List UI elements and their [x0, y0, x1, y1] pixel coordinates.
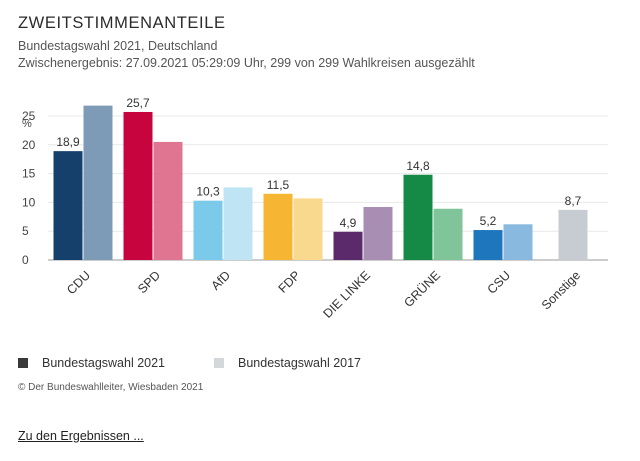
value-label-2021: 18,9: [56, 135, 80, 149]
value-label-2021: 5,2: [480, 214, 497, 228]
bar-2021-die-linke: [333, 231, 363, 260]
bar-2021-csu: [473, 230, 503, 260]
legend-label-2021: Bundestagswahl 2021: [42, 356, 166, 370]
results-link[interactable]: Zu den Ergebnissen ...: [18, 429, 144, 443]
bar-2017-die-linke: [363, 207, 393, 260]
legend-item-2021: Bundestagswahl 2021: [18, 356, 165, 370]
x-tick-label: CDU: [64, 268, 93, 297]
x-tick-label: SPD: [135, 268, 163, 296]
bar-2017-spd: [153, 141, 183, 260]
y-axis-unit: %: [22, 118, 32, 130]
legend-swatch-2021: [18, 358, 28, 368]
x-tick-label: AfD: [208, 268, 233, 293]
y-tick-label: 25: [22, 109, 36, 123]
x-tick-label: DIE LINKE: [320, 268, 373, 321]
value-label-2021: 10,3: [196, 185, 220, 199]
bar-2021-afd: [193, 200, 223, 260]
value-label-2021: 11,5: [267, 178, 290, 192]
bar-2021-grüne: [403, 174, 433, 260]
value-label-2021: 14,8: [406, 159, 430, 173]
copyright: © Der Bundeswahlleiter, Wiesbaden 2021: [18, 382, 204, 393]
chart-subtitle: Bundestagswahl 2021, Deutschland: [18, 39, 218, 53]
value-label-2021: 8,7: [565, 194, 582, 208]
value-label-2021: 4,9: [340, 216, 357, 230]
y-tick-label: 0: [22, 253, 29, 267]
bar-2021-fdp: [263, 193, 293, 260]
chart-status: Zwischenergebnis: 27.09.2021 05:29:09 Uh…: [18, 56, 475, 70]
legend-swatch-2017: [214, 358, 224, 368]
bar-2017-cdu: [83, 105, 113, 260]
y-tick-label: 15: [22, 167, 36, 181]
legend-label-2017: Bundestagswahl 2017: [238, 356, 362, 370]
x-tick-label: CSU: [485, 268, 514, 297]
bar-2017-afd: [223, 187, 253, 260]
x-tick-label: Sonstige: [539, 268, 583, 312]
bar-2021-cdu: [53, 151, 83, 260]
bar-2017-grüne: [433, 208, 463, 260]
y-tick-label: 20: [22, 138, 36, 152]
bar-2017-csu: [503, 224, 533, 260]
y-tick-label: 10: [22, 195, 36, 209]
y-tick-label: 5: [22, 224, 29, 238]
bar-2017-fdp: [293, 198, 323, 260]
bar-2021-spd: [123, 111, 153, 260]
bar-chart: 0 5 10 15 20 25% 18,9 CDU 25,7 SPD 10,3 AfD 11,5 FDP 4…: [22, 96, 608, 321]
x-tick-label: GRÜNE: [401, 268, 443, 310]
x-tick-label: FDP: [276, 268, 304, 296]
legend-item-2017: Bundestagswahl 2017: [214, 356, 361, 370]
bar-2021-sonstige: [558, 209, 588, 260]
value-label-2021: 25,7: [126, 96, 150, 110]
chart-title: ZWEITSTIMMENANTEILE: [18, 14, 226, 32]
